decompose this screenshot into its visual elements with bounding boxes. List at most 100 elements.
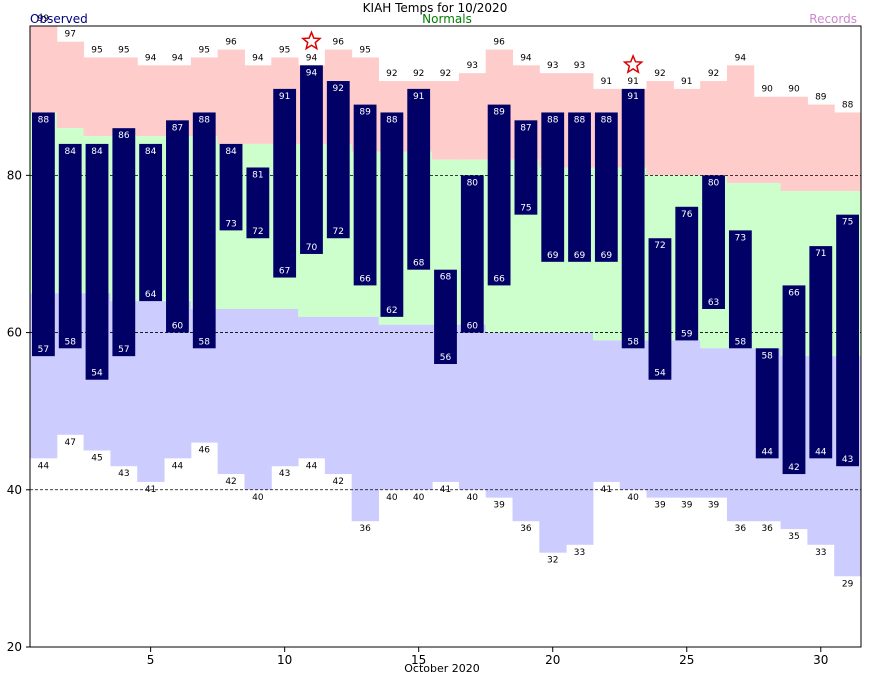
x-tick-label: 20 [545, 653, 560, 667]
record-high-label: 95 [118, 45, 129, 55]
record-high-label: 95 [199, 45, 210, 55]
plot-frame [29, 25, 862, 648]
record-low-label: 36 [735, 524, 747, 534]
record-high-label: 99 [38, 14, 50, 24]
observed-low-label: 54 [654, 369, 666, 379]
observed-high-label: 84 [64, 147, 76, 157]
record-low-label: 39 [708, 501, 720, 511]
observed-high-label: 88 [574, 115, 586, 125]
observed-low-label: 75 [520, 204, 531, 214]
observed-bar [514, 120, 538, 215]
observed-bar [380, 112, 404, 317]
record-low-band [458, 324, 487, 490]
record-low-band [244, 308, 272, 490]
record-high-label: 94 [145, 53, 157, 63]
record-low-label: 42 [333, 477, 344, 487]
observed-bar [85, 143, 109, 380]
observed-high-label: 89 [359, 108, 371, 118]
record-low-label: 47 [64, 438, 75, 448]
record-low-label: 42 [225, 477, 236, 487]
record-low-label: 32 [547, 556, 558, 566]
record-high-label: 95 [279, 45, 290, 55]
record-high-band [56, 41, 85, 129]
record-star-icon [622, 53, 644, 74]
observed-bar [32, 112, 55, 357]
y-tick-label: 60 [7, 326, 22, 340]
record-high-band [807, 104, 835, 192]
record-high-label: 91 [627, 77, 638, 87]
x-tick-label: 5 [147, 653, 155, 667]
observed-bar [166, 120, 189, 333]
observed-low-label: 42 [788, 463, 799, 473]
observed-low-label: 73 [225, 219, 236, 229]
observed-high-label: 87 [520, 123, 531, 133]
record-low-label: 35 [788, 532, 799, 542]
record-low-label: 39 [493, 501, 505, 511]
x-tick-label: 30 [813, 653, 828, 667]
observed-bar [273, 88, 297, 278]
observed-high-label: 80 [467, 178, 479, 188]
x-tick-label: 15 [411, 653, 426, 667]
record-high-label: 94 [252, 53, 264, 63]
record-low-label: 43 [279, 469, 290, 479]
record-low-label: 36 [761, 524, 773, 534]
record-high-label: 90 [761, 85, 773, 95]
observed-high-label: 88 [386, 115, 398, 125]
y-tick-label: 40 [7, 483, 22, 497]
record-low-band [566, 332, 594, 545]
observed-bar [487, 104, 511, 286]
record-high-label: 94 [520, 53, 532, 63]
observed-bar [219, 143, 243, 231]
record-high-band [673, 88, 701, 176]
y-tick-label: 20 [7, 640, 22, 654]
record-low-label: 44 [172, 461, 184, 471]
record-high-label: 94 [172, 53, 184, 63]
observed-low-label: 44 [815, 447, 827, 457]
record-high-label: 90 [788, 85, 800, 95]
record-high-band [458, 73, 487, 160]
observed-low-label: 69 [574, 251, 586, 261]
observed-high-label: 91 [627, 92, 638, 102]
observed-low-label: 57 [38, 345, 49, 355]
observed-bar [809, 246, 833, 459]
record-low-label: 45 [91, 453, 102, 463]
record-high-label: 94 [735, 53, 747, 63]
record-low-label: 39 [681, 501, 693, 511]
observed-low-label: 62 [386, 306, 397, 316]
observed-bar [58, 143, 82, 349]
observed-high-label: 88 [547, 115, 559, 125]
record-high-band [83, 57, 111, 137]
observed-bar [434, 269, 457, 365]
record-high-label: 92 [386, 69, 397, 79]
observed-low-label: 72 [252, 227, 263, 237]
record-low-band [619, 340, 648, 490]
observed-low-label: 66 [359, 274, 371, 284]
observed-high-label: 66 [788, 288, 800, 298]
observed-bar [782, 285, 806, 475]
record-high-label: 91 [681, 77, 692, 87]
observed-bar [300, 65, 323, 254]
observed-high-label: 86 [118, 131, 130, 141]
record-low-label: 40 [252, 493, 264, 503]
x-tick-label: 10 [277, 653, 292, 667]
observed-high-label: 72 [654, 241, 665, 251]
record-low-label: 46 [199, 446, 211, 456]
legend-observed: Observed [30, 12, 88, 26]
record-low-band [700, 348, 728, 498]
record-high-band [432, 81, 460, 160]
observed-bar [139, 143, 163, 302]
observed-high-label: 84 [91, 147, 103, 157]
record-high-label: 97 [64, 30, 75, 40]
record-high-label: 89 [815, 93, 827, 103]
observed-bar [568, 112, 591, 262]
observed-low-label: 57 [118, 345, 129, 355]
record-high-band [726, 65, 755, 184]
observed-low-label: 67 [279, 267, 290, 277]
record-high-label: 93 [547, 61, 558, 71]
record-high-label: 96 [225, 38, 237, 48]
observed-high-label: 73 [735, 233, 746, 243]
observed-low-label: 64 [145, 290, 157, 300]
record-high-label: 92 [413, 69, 424, 79]
observed-low-label: 68 [413, 259, 425, 269]
record-low-band [137, 301, 165, 482]
